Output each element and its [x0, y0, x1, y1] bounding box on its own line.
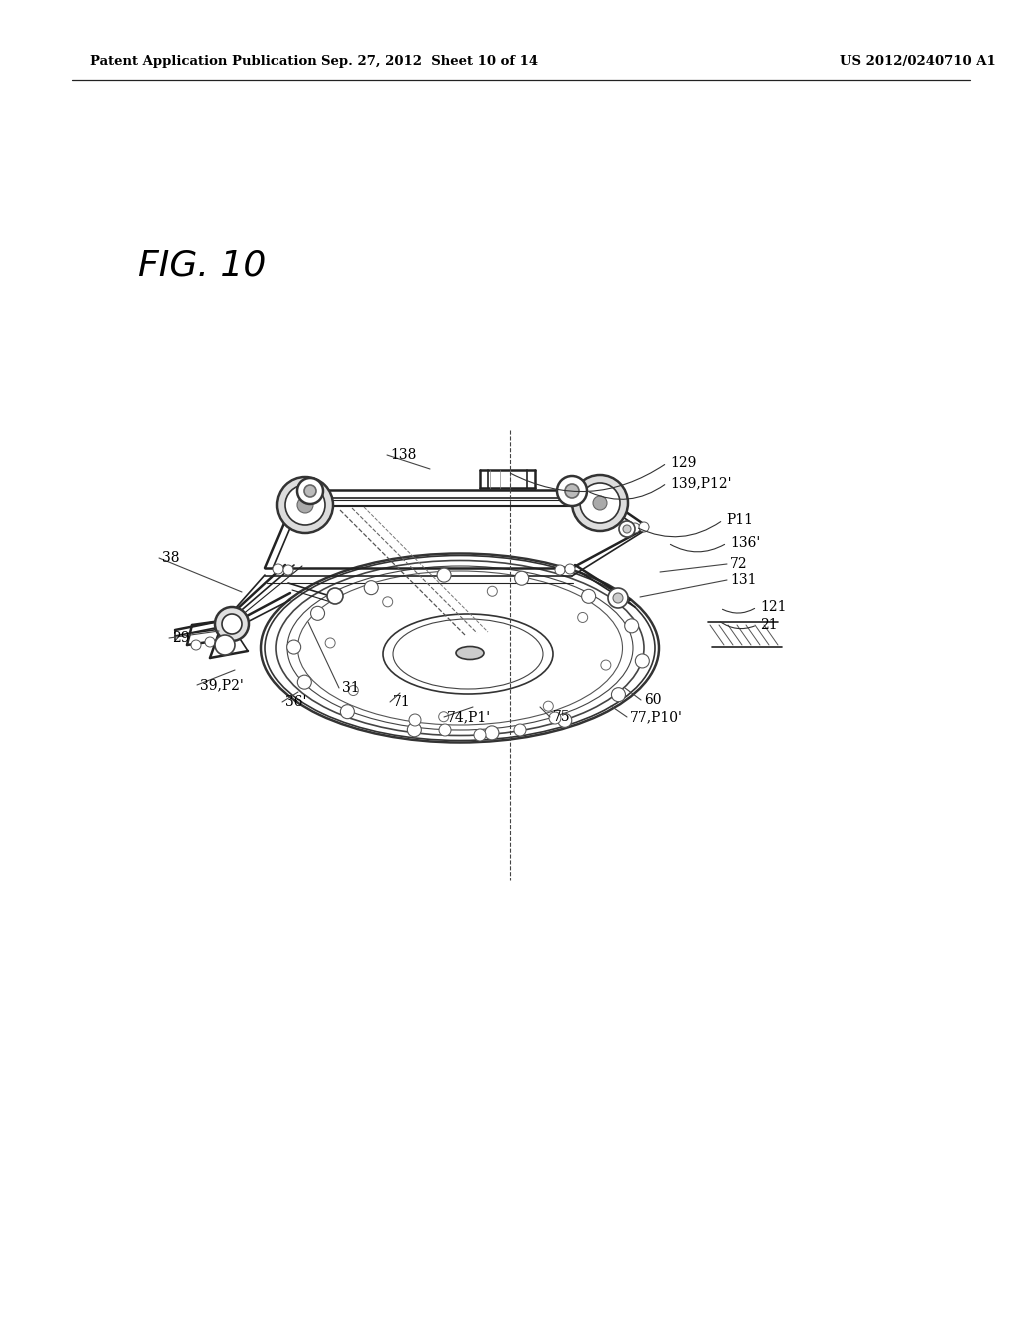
- Circle shape: [593, 496, 607, 510]
- Text: 71: 71: [393, 696, 411, 709]
- Circle shape: [565, 564, 575, 574]
- Text: 75: 75: [553, 710, 570, 723]
- Text: P11: P11: [726, 513, 753, 527]
- Circle shape: [639, 521, 649, 532]
- Text: US 2012/0240710 A1: US 2012/0240710 A1: [840, 55, 995, 69]
- Circle shape: [625, 619, 639, 632]
- Circle shape: [618, 521, 635, 537]
- Text: Patent Application Publication: Patent Application Publication: [90, 55, 316, 69]
- Circle shape: [327, 587, 343, 605]
- Circle shape: [485, 726, 499, 741]
- Text: 74,P1': 74,P1': [447, 710, 492, 723]
- Circle shape: [409, 714, 421, 726]
- Text: 29: 29: [172, 631, 189, 645]
- Text: 38: 38: [162, 550, 179, 565]
- Circle shape: [222, 614, 242, 634]
- Circle shape: [439, 723, 451, 737]
- Text: 60: 60: [644, 693, 662, 708]
- Circle shape: [514, 723, 526, 737]
- Circle shape: [310, 606, 325, 620]
- Circle shape: [565, 484, 579, 498]
- Text: FIG. 10: FIG. 10: [138, 248, 266, 282]
- Text: 31: 31: [342, 681, 359, 696]
- Circle shape: [383, 597, 392, 607]
- Circle shape: [438, 711, 449, 722]
- Circle shape: [215, 635, 234, 655]
- Text: 36': 36': [285, 696, 306, 709]
- Circle shape: [326, 638, 335, 648]
- Circle shape: [557, 477, 587, 506]
- Text: 39,P2': 39,P2': [200, 678, 244, 692]
- Circle shape: [608, 587, 628, 609]
- Circle shape: [487, 586, 498, 597]
- Circle shape: [611, 688, 626, 702]
- Text: 129: 129: [670, 455, 696, 470]
- Text: 121: 121: [760, 601, 786, 614]
- Circle shape: [474, 729, 486, 741]
- Circle shape: [408, 723, 421, 737]
- Text: 21: 21: [760, 618, 777, 632]
- Circle shape: [544, 701, 553, 711]
- Circle shape: [582, 589, 596, 603]
- Circle shape: [273, 564, 283, 574]
- Circle shape: [220, 635, 230, 645]
- Text: 131: 131: [730, 573, 757, 587]
- Circle shape: [365, 581, 378, 594]
- Text: 136': 136': [730, 536, 760, 550]
- Circle shape: [283, 565, 293, 576]
- Ellipse shape: [456, 647, 484, 660]
- Circle shape: [287, 640, 301, 655]
- Circle shape: [304, 484, 316, 498]
- Circle shape: [549, 711, 561, 723]
- Circle shape: [558, 713, 571, 727]
- Circle shape: [601, 660, 611, 671]
- Circle shape: [297, 675, 311, 689]
- Text: Sep. 27, 2012  Sheet 10 of 14: Sep. 27, 2012 Sheet 10 of 14: [322, 55, 539, 69]
- Circle shape: [635, 653, 649, 668]
- Text: 138: 138: [390, 447, 417, 462]
- Text: 77,P10': 77,P10': [630, 710, 683, 723]
- Circle shape: [623, 525, 631, 533]
- Circle shape: [191, 640, 201, 649]
- Circle shape: [580, 483, 620, 523]
- Circle shape: [215, 607, 249, 642]
- Circle shape: [348, 685, 358, 696]
- Text: 72: 72: [730, 557, 748, 572]
- Circle shape: [578, 612, 588, 623]
- Circle shape: [297, 478, 323, 504]
- Circle shape: [278, 477, 333, 533]
- Circle shape: [297, 498, 313, 513]
- Circle shape: [340, 705, 354, 718]
- Circle shape: [555, 565, 565, 576]
- Circle shape: [572, 475, 628, 531]
- Text: 139,P12': 139,P12': [670, 477, 731, 490]
- Circle shape: [437, 568, 452, 582]
- Circle shape: [630, 523, 640, 533]
- Circle shape: [205, 638, 215, 647]
- Circle shape: [285, 484, 325, 525]
- Circle shape: [515, 572, 528, 585]
- Circle shape: [613, 593, 623, 603]
